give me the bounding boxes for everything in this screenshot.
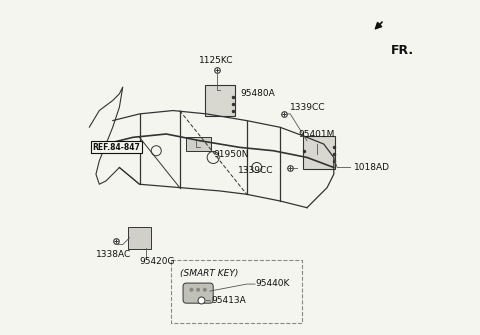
Text: 1125KC: 1125KC bbox=[199, 56, 234, 65]
Text: 95413A: 95413A bbox=[212, 296, 246, 305]
Circle shape bbox=[196, 288, 200, 292]
FancyBboxPatch shape bbox=[303, 136, 335, 169]
Text: 95420G: 95420G bbox=[140, 257, 175, 266]
Text: 1339CC: 1339CC bbox=[238, 166, 274, 175]
Circle shape bbox=[203, 288, 207, 292]
Text: 91950N: 91950N bbox=[213, 150, 249, 158]
FancyBboxPatch shape bbox=[205, 85, 235, 116]
Text: REF.84-847: REF.84-847 bbox=[93, 143, 141, 152]
Text: 95440K: 95440K bbox=[255, 279, 289, 287]
Circle shape bbox=[190, 288, 193, 292]
FancyBboxPatch shape bbox=[129, 227, 151, 249]
FancyBboxPatch shape bbox=[186, 137, 211, 151]
Text: 1339CC: 1339CC bbox=[290, 103, 326, 112]
Text: (SMART KEY): (SMART KEY) bbox=[180, 269, 238, 278]
Text: FR.: FR. bbox=[391, 44, 414, 57]
FancyBboxPatch shape bbox=[171, 260, 302, 323]
Text: 1338AC: 1338AC bbox=[96, 250, 131, 259]
FancyBboxPatch shape bbox=[183, 283, 213, 303]
Text: 95401M: 95401M bbox=[299, 130, 335, 138]
Text: 95480A: 95480A bbox=[240, 89, 275, 98]
Text: 1018AD: 1018AD bbox=[354, 163, 390, 172]
